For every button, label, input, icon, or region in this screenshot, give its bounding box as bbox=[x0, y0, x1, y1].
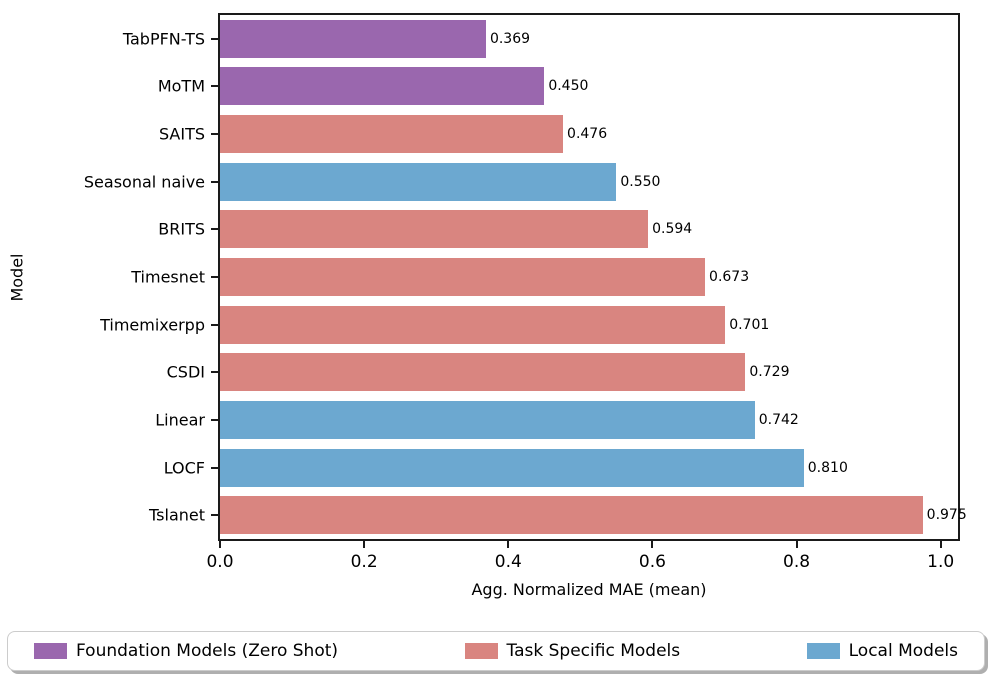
legend-item-foundation: Foundation Models (Zero Shot) bbox=[34, 641, 338, 661]
bar-value-linear: 0.742 bbox=[758, 411, 799, 428]
y-tick-mark-timesnet bbox=[211, 276, 218, 278]
bar-tslanet bbox=[220, 496, 923, 535]
x-tick-mark-1.0 bbox=[939, 541, 942, 548]
y-axis-label: Model bbox=[7, 253, 27, 302]
y-tick-mark-linear bbox=[211, 418, 218, 421]
legend-label-task: Task Specific Models bbox=[506, 641, 681, 661]
legend-item-local: Local Models bbox=[806, 641, 958, 661]
y-tick-label-timesnet: Timesnet bbox=[131, 267, 205, 287]
y-tick-label-timemixerpp: Timemixerpp bbox=[100, 315, 205, 335]
x-tick-label-0.8: 0.8 bbox=[783, 552, 811, 572]
bar-linear bbox=[220, 400, 755, 439]
y-tick-label-linear: Linear bbox=[155, 410, 205, 430]
y-tick-mark-saits bbox=[211, 133, 218, 136]
x-tick-label-0.2: 0.2 bbox=[350, 552, 378, 572]
x-tick-label-0.4: 0.4 bbox=[494, 552, 522, 572]
bar-locf bbox=[220, 448, 804, 487]
x-tick-mark-0.0 bbox=[219, 541, 221, 548]
y-tick-mark-locf bbox=[211, 466, 218, 469]
bar-timesnet bbox=[220, 258, 706, 296]
x-tick-label-0.6: 0.6 bbox=[638, 552, 666, 572]
y-tick-mark-csdi bbox=[211, 371, 218, 374]
x-axis-label: Agg. Normalized MAE (mean) bbox=[471, 580, 707, 599]
y-tick-label-brits: BRITS bbox=[158, 219, 205, 239]
y-tick-label-csdi: CSDI bbox=[166, 362, 205, 382]
bar-value-motm: 0.450 bbox=[548, 78, 589, 95]
legend-swatch-task bbox=[464, 643, 498, 659]
y-tick-label-seasonal-naive: Seasonal naive bbox=[83, 172, 205, 192]
y-tick-mark-brits bbox=[211, 228, 218, 231]
legend-item-task: Task Specific Models bbox=[464, 641, 681, 661]
x-tick-mark-0.8 bbox=[795, 541, 798, 548]
legend-label-local: Local Models bbox=[848, 641, 958, 661]
bar-value-timesnet: 0.673 bbox=[709, 269, 750, 285]
bar-value-brits: 0.594 bbox=[652, 221, 693, 238]
bar-value-locf: 0.810 bbox=[807, 459, 848, 476]
bar-tabpfn-ts bbox=[220, 19, 486, 58]
bar-value-csdi: 0.729 bbox=[749, 364, 790, 381]
x-tick-mark-0.6 bbox=[651, 541, 654, 548]
bar-seasonal-naive bbox=[220, 162, 617, 201]
y-tick-label-tabpfn-ts: TabPFN-TS bbox=[122, 29, 205, 49]
bar-saits bbox=[220, 115, 564, 154]
y-tick-label-saits: SAITS bbox=[158, 124, 205, 144]
legend-label-foundation: Foundation Models (Zero Shot) bbox=[76, 641, 339, 661]
x-tick-mark-0.4 bbox=[507, 541, 510, 548]
legend: Foundation Models (Zero Shot) Task Specif… bbox=[7, 631, 985, 671]
y-tick-label-tslanet: Tslanet bbox=[149, 505, 205, 525]
legend-swatch-local bbox=[806, 643, 840, 659]
legend-swatch-foundation bbox=[34, 643, 67, 659]
y-tick-mark-seasonal-naive bbox=[211, 180, 218, 183]
y-tick-label-motm: MoTM bbox=[157, 76, 205, 96]
bar-value-tabpfn-ts: 0.369 bbox=[489, 30, 531, 47]
y-tick-mark-timemixerpp bbox=[211, 323, 218, 326]
bar-motm bbox=[220, 67, 545, 106]
plot-area: 0.369 0.450 0.476 0.550 0.594 0.673 0.701 0.729… bbox=[218, 13, 967, 541]
y-tick-mark-tabpfn-ts bbox=[211, 37, 218, 40]
x-tick-label-1.0: 1.0 bbox=[927, 552, 955, 572]
y-tick-mark-motm bbox=[211, 85, 218, 88]
x-tick-mark-0.2 bbox=[363, 541, 366, 548]
bar-value-tslanet: 0.975 bbox=[926, 507, 967, 524]
y-tick-mark-tslanet bbox=[211, 514, 218, 517]
bar-value-saits: 0.476 bbox=[567, 126, 608, 143]
x-tick-label-0.0: 0.0 bbox=[206, 552, 234, 572]
bar-brits bbox=[220, 210, 649, 249]
bar-value-timemixerpp: 0.701 bbox=[729, 316, 770, 333]
bar-csdi bbox=[220, 353, 746, 392]
y-tick-label-locf: LOCF bbox=[163, 458, 205, 478]
bar-timemixerpp bbox=[220, 305, 726, 344]
bar-value-seasonal-naive: 0.550 bbox=[620, 173, 661, 190]
